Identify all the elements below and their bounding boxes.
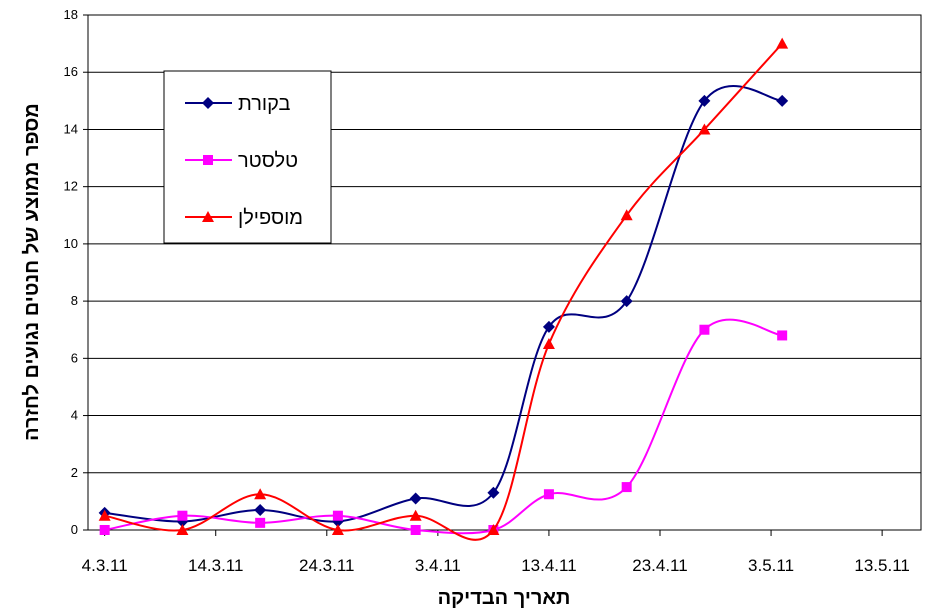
data-point [698,94,711,107]
data-point [542,338,555,350]
x-tick-label: 3.4.11 [415,556,461,575]
plot-area [87,14,922,531]
data-point [98,509,111,521]
legend-swatch-marker [203,155,213,165]
y-tick-label: 16 [64,64,78,79]
y-tick-label: 12 [64,179,78,194]
data-point [177,510,188,521]
data-point [410,525,421,535]
data-point [332,510,343,521]
legend-label: בקורת [238,93,290,115]
data-point [698,123,711,135]
y-tick-label: 4 [71,408,78,423]
series-2 [99,318,788,535]
data-point [543,489,554,500]
x-tick-label: 3.5.11 [748,556,794,575]
data-point [487,524,500,535]
y-tick-label: 18 [64,7,78,22]
x-axis-title: תאריך הבדיקה [438,587,571,609]
y-tick-label: 8 [71,293,78,308]
series-layer [98,37,789,541]
data-point [255,517,266,528]
data-point [542,320,555,333]
y-tick-label: 10 [64,236,78,251]
legend: בקורת טלסטר מוספילן [163,70,332,244]
series-1 [98,85,789,528]
data-point [776,37,789,49]
legend-label: טלסטר [238,150,298,172]
data-point [621,482,632,493]
data-point [409,492,422,505]
y-tick-label: 0 [71,522,78,537]
axes: 0 2 4 6 8 10 12 14 16 18 4.3.11 14.3.11 24.3.11 3.4.1… [64,7,910,575]
legend-label: מוספילן [238,207,303,229]
data-point [331,524,344,535]
data-point [777,330,788,341]
data-point [620,295,633,308]
legend-swatch-marker [202,97,214,109]
data-point [776,94,789,107]
x-tick-label: 24.3.11 [299,556,354,575]
data-point [409,509,422,521]
data-point [254,503,267,516]
data-point [254,488,267,500]
series-3 [98,37,789,541]
y-tick-label: 6 [71,350,78,365]
data-point [620,209,633,221]
x-tick-label: 13.5.11 [854,556,909,575]
legend-box [163,70,332,244]
y-tick-label: 14 [64,121,78,136]
x-tick-label: 13.4.11 [521,556,576,575]
data-point [487,486,500,499]
legend-swatch-marker [202,211,214,222]
x-tick-label: 14.3.11 [188,556,243,575]
data-point [699,324,710,335]
data-point [176,524,189,535]
x-tick-label: 4.3.11 [82,556,128,575]
data-point [99,525,110,535]
y-axis-title: מספר ממוצע של חנטים נגועים לחזרה [21,103,43,441]
x-tick-label: 23.4.11 [632,556,687,575]
y-tick-label: 2 [71,465,78,480]
